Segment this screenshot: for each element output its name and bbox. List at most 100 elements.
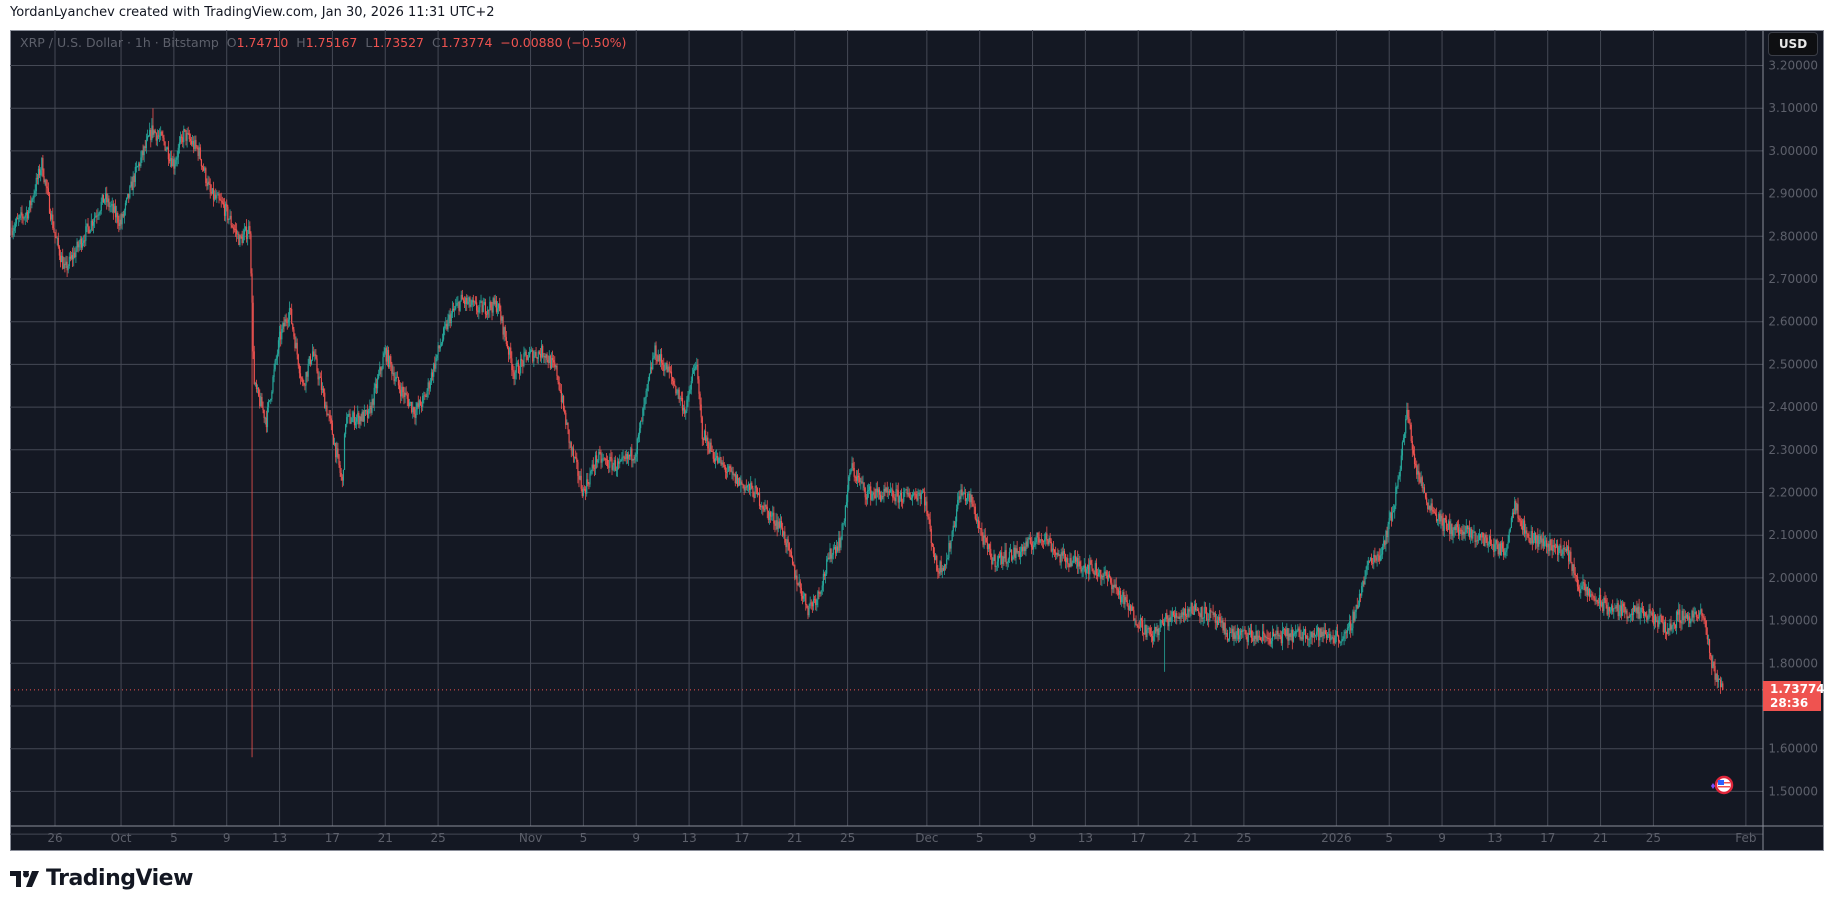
candle-body (1388, 518, 1390, 525)
candle-body (1696, 617, 1699, 618)
candle-body (369, 405, 371, 409)
candle-body (103, 199, 106, 203)
candle-body (1503, 548, 1505, 556)
candle-body (625, 454, 627, 459)
candle-body (1525, 530, 1527, 534)
candle-body (419, 400, 422, 406)
candle-body (164, 141, 166, 151)
x-tick-label: 25 (840, 831, 855, 845)
candle-body (785, 542, 787, 548)
candle-body (583, 489, 586, 491)
candle-body (855, 476, 858, 481)
candle-body (946, 559, 948, 565)
candle-body (687, 394, 689, 400)
candle-body (428, 382, 430, 389)
candle-body (1264, 634, 1266, 638)
candle-body (61, 255, 63, 262)
candle-body (1547, 543, 1549, 548)
candle-body (962, 493, 964, 496)
candle-body (1013, 547, 1015, 557)
candle-body (757, 493, 760, 495)
candle-body (368, 408, 370, 418)
candle-body (1289, 633, 1291, 637)
candle-body (1171, 611, 1173, 617)
currency-button[interactable]: USD (1768, 32, 1818, 56)
candle-body (1277, 630, 1279, 637)
candle-body (111, 204, 113, 206)
candle-body (1134, 620, 1136, 622)
candle-body (1155, 626, 1157, 632)
candle-body (1137, 625, 1139, 627)
candle-body (1374, 554, 1376, 558)
candle-body (1028, 537, 1030, 539)
candle-body (1233, 632, 1235, 639)
candle-body (1281, 630, 1284, 644)
candle-body (18, 218, 20, 219)
candle-body (1580, 589, 1582, 594)
candle-body (1201, 607, 1203, 619)
candle-body (282, 322, 284, 329)
candle-body (783, 531, 785, 536)
candle-body (1560, 545, 1562, 556)
candle-body (1267, 638, 1269, 639)
candle-body (937, 570, 939, 572)
candle-body (1569, 551, 1571, 562)
candle-body (473, 301, 476, 303)
candle-body (1719, 679, 1722, 688)
candle-body (974, 506, 976, 519)
candle-body (36, 177, 38, 180)
candle-body (1091, 564, 1093, 569)
candle-body (749, 484, 751, 491)
candle-body (794, 564, 796, 579)
candle-body (907, 493, 909, 495)
candle-body (505, 337, 507, 345)
candle-body (1524, 520, 1526, 534)
candle-body (653, 355, 655, 359)
candle-body (555, 365, 557, 368)
candle-body (871, 493, 873, 500)
candle-body (1223, 622, 1225, 631)
candle-body (921, 491, 924, 494)
candle-body (156, 135, 158, 141)
candle-body (1358, 594, 1361, 606)
candle-body (657, 355, 659, 362)
candle-body (1568, 546, 1570, 562)
candle-body (19, 215, 21, 219)
candle-body (760, 505, 762, 508)
candle-body (660, 354, 663, 363)
candle-body (393, 372, 395, 382)
candle-body (801, 595, 804, 599)
candle-body (852, 463, 854, 468)
tradingview-logo[interactable]: TradingView (10, 866, 193, 891)
x-tick-label: 26 (47, 831, 62, 845)
candle-body (820, 590, 822, 594)
candle-body (1145, 625, 1147, 638)
candle-body (1312, 632, 1314, 638)
candle-body (1068, 563, 1070, 568)
candle-body (1548, 543, 1550, 552)
x-tick-label: 25 (1236, 831, 1251, 845)
candle-body (1372, 563, 1374, 564)
candle-body (1642, 608, 1645, 616)
candle-body (1669, 623, 1671, 631)
candle-body (11, 227, 13, 236)
candle-body (721, 462, 723, 465)
candle-body (565, 412, 567, 425)
symbol-name[interactable]: XRP / U.S. Dollar · 1h · Bitstamp (20, 35, 219, 50)
candle-body (1363, 581, 1365, 585)
price-chart[interactable]: 3.200003.100003.000002.900002.800002.700… (10, 30, 1824, 851)
candle-body (691, 373, 693, 382)
candle-body (1552, 545, 1554, 551)
x-tick-label: 5 (580, 831, 588, 845)
candle-body (1070, 558, 1072, 567)
candle-body (882, 495, 884, 497)
candle-body (264, 417, 266, 419)
candle-body (1517, 504, 1519, 519)
candle-body (560, 391, 562, 403)
candle-body (123, 210, 125, 217)
candle-body (886, 487, 888, 493)
candle-body (488, 309, 490, 311)
candle-body (1532, 540, 1535, 544)
candle-body (1606, 604, 1608, 615)
candle-body (1625, 610, 1627, 613)
